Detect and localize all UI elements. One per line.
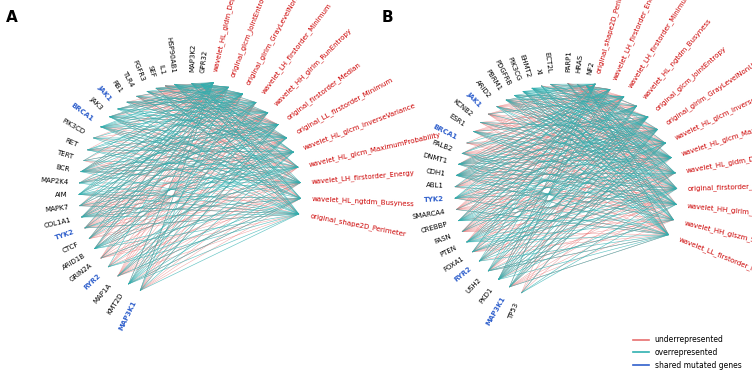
Text: ECT2L: ECT2L (544, 51, 552, 74)
Text: wavelet_HH_glrlm_RunEntropy: wavelet_HH_glrlm_RunEntropy (687, 202, 752, 220)
Text: FGFR3: FGFR3 (132, 59, 146, 82)
Text: SMARCA4: SMARCA4 (412, 208, 446, 219)
Text: JAK1: JAK1 (465, 91, 483, 108)
Text: TP53: TP53 (508, 302, 520, 320)
Text: PBRM1: PBRM1 (485, 69, 503, 92)
Text: MAP3K1: MAP3K1 (118, 299, 138, 331)
Text: ARID1B: ARID1B (61, 252, 86, 270)
Text: wavelet_HL_ngtdm_Busyness: wavelet_HL_ngtdm_Busyness (312, 196, 414, 208)
Text: XI: XI (535, 68, 542, 75)
Text: SEF: SEF (146, 64, 156, 78)
Text: BRCA1: BRCA1 (432, 124, 458, 141)
Text: original_shape2D_Perimeter: original_shape2D_Perimeter (309, 213, 406, 238)
Text: wavelet_HL_glcm_InverseVariance: wavelet_HL_glcm_InverseVariance (302, 102, 417, 151)
Text: RET: RET (64, 137, 78, 148)
Text: original_firstorder_Median: original_firstorder_Median (688, 182, 752, 192)
Text: USH2: USH2 (465, 277, 483, 295)
Text: original_LL_firstorder_Minimum: original_LL_firstorder_Minimum (295, 77, 394, 135)
Text: BCR: BCR (56, 164, 71, 172)
Text: wavelet_LL_firstorder_Minimum: wavelet_LL_firstorder_Minimum (678, 236, 752, 283)
Legend: underrepresented, overrepresented, shared mutated genes: underrepresented, overrepresented, share… (630, 332, 744, 373)
Text: MAP2K4: MAP2K4 (40, 177, 68, 185)
Text: TYK2: TYK2 (423, 196, 444, 203)
Text: JAK1: JAK1 (97, 85, 113, 102)
Text: CTCF: CTCF (62, 241, 80, 253)
Text: FOXA1: FOXA1 (442, 256, 465, 273)
Text: BRCA1: BRCA1 (69, 102, 94, 122)
Text: MAP3K2: MAP3K2 (190, 44, 196, 72)
Text: AIM: AIM (55, 192, 68, 198)
Text: PDGFRB: PDGFRB (494, 59, 512, 87)
Text: ABL1: ABL1 (426, 182, 444, 189)
Text: GRIN2A: GRIN2A (69, 263, 94, 283)
Text: ARID2: ARID2 (475, 79, 493, 100)
Text: DNMT1: DNMT1 (423, 152, 448, 164)
Text: original_shape2D_Perimeter: original_shape2D_Perimeter (595, 0, 629, 74)
Text: ESR1: ESR1 (447, 113, 466, 128)
Text: A: A (6, 10, 17, 25)
Text: wavelet_LH_firstorder_Energy: wavelet_LH_firstorder_Energy (611, 0, 660, 80)
Text: wavelet_HL_glcm_MaximumProbability: wavelet_HL_glcm_MaximumProbability (308, 131, 441, 168)
Text: HSP90AB1: HSP90AB1 (166, 36, 176, 74)
Text: PIK3CG: PIK3CG (507, 57, 522, 82)
Text: RYR2: RYR2 (453, 266, 472, 283)
Text: COL1A1: COL1A1 (43, 217, 71, 229)
Text: original_glrlm_GrayLevelNonUniformityNormalized: original_glrlm_GrayLevelNonUniformityNor… (245, 0, 337, 85)
Text: GPR32: GPR32 (200, 50, 208, 74)
Text: MAPK7: MAPK7 (44, 204, 69, 213)
Text: original_firstorder_Median: original_firstorder_Median (285, 60, 362, 121)
Text: wavelet_LH_firstorder_Minimum: wavelet_LH_firstorder_Minimum (260, 2, 332, 95)
Text: wavelet_HH_glszm_SmallAreaEmphasis: wavelet_HH_glszm_SmallAreaEmphasis (684, 219, 752, 259)
Text: CREBBP: CREBBP (420, 221, 448, 234)
Text: HRAS: HRAS (576, 54, 584, 74)
Text: PALB2: PALB2 (431, 139, 453, 152)
Text: PARP1: PARP1 (566, 50, 572, 72)
Text: wavelet_HL_gldm_DependenceEntropy: wavelet_HL_gldm_DependenceEntropy (213, 0, 250, 72)
Text: IL1: IL1 (158, 64, 166, 75)
Text: wavelet_HL_glcm_InverseVariance: wavelet_HL_glcm_InverseVariance (674, 82, 752, 141)
Text: wavelet_LH_firstorder_Energy: wavelet_LH_firstorder_Energy (311, 169, 415, 185)
Text: original_glcm_JointEntropy: original_glcm_JointEntropy (654, 45, 727, 112)
Text: B: B (381, 10, 393, 25)
Text: MAP3K1: MAP3K1 (485, 295, 506, 326)
Text: PTEN: PTEN (439, 244, 458, 258)
Text: EHMT2: EHMT2 (519, 54, 532, 78)
Text: MAP1A: MAP1A (92, 283, 113, 305)
Text: PKD1: PKD1 (478, 287, 494, 305)
Text: RYR2: RYR2 (83, 272, 102, 290)
Text: RB1: RB1 (111, 79, 123, 94)
Text: FASN: FASN (434, 233, 453, 245)
Text: JAK3: JAK3 (88, 96, 104, 111)
Text: CDH1: CDH1 (425, 167, 446, 177)
Text: KMT2D: KMT2D (107, 292, 125, 315)
Text: original_glrlm_GrayLevelNonUniformityNormalized: original_glrlm_GrayLevelNonUniformityNor… (665, 22, 752, 126)
Text: TLR4: TLR4 (121, 70, 134, 88)
Text: wavelet_HH_glrlm_RunEntropy: wavelet_HH_glrlm_RunEntropy (273, 27, 353, 107)
Text: TYK2: TYK2 (54, 229, 75, 241)
Text: wavelet_HL_gldm_DependenceEntropy: wavelet_HL_gldm_DependenceEntropy (686, 144, 752, 174)
Text: PIK3CD: PIK3CD (61, 117, 85, 135)
Text: NF2: NF2 (586, 61, 595, 75)
Text: original_glcm_JointEntropy: original_glcm_JointEntropy (229, 0, 269, 78)
Text: wavelet_LH_firstorder_Minimum: wavelet_LH_firstorder_Minimum (627, 0, 692, 89)
Text: wavelet_HL_glcm_MaximumProbability: wavelet_HL_glcm_MaximumProbability (681, 109, 752, 157)
Text: wavelet_HL_ngtdm_Busyness: wavelet_HL_ngtdm_Busyness (641, 17, 712, 100)
Text: KCNB2: KCNB2 (452, 98, 474, 117)
Text: TERT: TERT (56, 149, 74, 160)
